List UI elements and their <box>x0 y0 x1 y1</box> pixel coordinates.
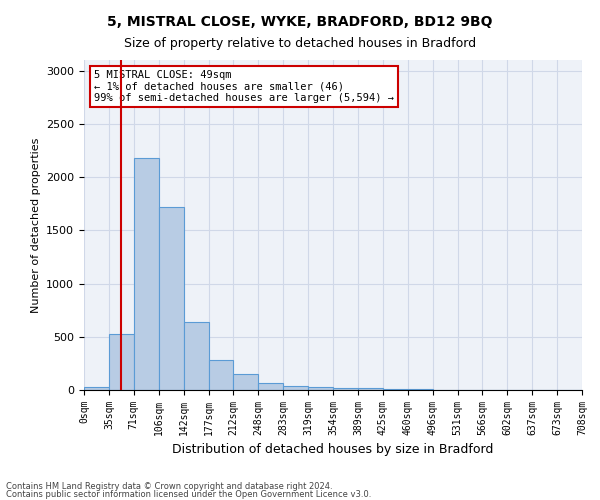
Bar <box>209 360 233 390</box>
Bar <box>283 386 308 390</box>
Text: 5 MISTRAL CLOSE: 49sqm
← 1% of detached houses are smaller (46)
99% of semi-deta: 5 MISTRAL CLOSE: 49sqm ← 1% of detached … <box>94 70 394 103</box>
Text: Contains public sector information licensed under the Open Government Licence v3: Contains public sector information licen… <box>6 490 371 499</box>
Bar <box>134 158 159 390</box>
Bar <box>159 207 184 390</box>
Y-axis label: Number of detached properties: Number of detached properties <box>31 138 41 312</box>
Bar <box>84 388 109 390</box>
Bar <box>184 322 209 390</box>
Bar <box>358 388 383 390</box>
Text: Contains HM Land Registry data © Crown copyright and database right 2024.: Contains HM Land Registry data © Crown c… <box>6 482 332 491</box>
Bar <box>383 389 408 390</box>
X-axis label: Distribution of detached houses by size in Bradford: Distribution of detached houses by size … <box>172 444 494 456</box>
Text: Size of property relative to detached houses in Bradford: Size of property relative to detached ho… <box>124 38 476 51</box>
Bar <box>233 374 259 390</box>
Bar <box>333 388 358 390</box>
Bar <box>109 334 134 390</box>
Bar <box>308 387 333 390</box>
Text: 5, MISTRAL CLOSE, WYKE, BRADFORD, BD12 9BQ: 5, MISTRAL CLOSE, WYKE, BRADFORD, BD12 9… <box>107 15 493 29</box>
Bar <box>259 383 283 390</box>
